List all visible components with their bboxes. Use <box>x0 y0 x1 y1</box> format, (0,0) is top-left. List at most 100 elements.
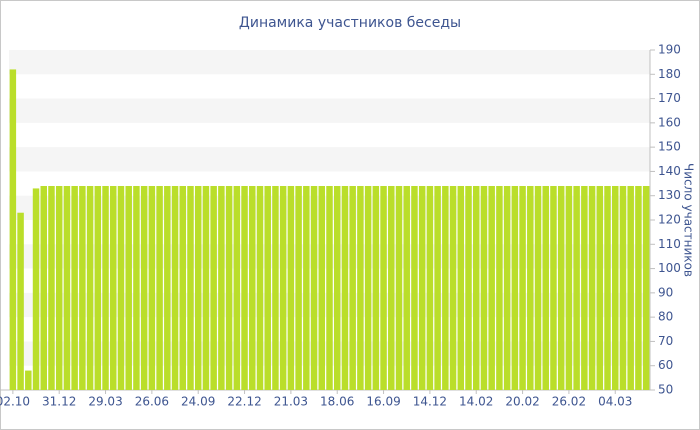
y-tick-label: 150 <box>658 140 681 154</box>
x-tick-label: 04.03 <box>598 395 632 409</box>
y-tick-label: 110 <box>658 237 681 251</box>
bar <box>519 186 526 390</box>
bar <box>233 186 241 390</box>
bar <box>403 186 410 390</box>
bar <box>179 186 187 390</box>
bar <box>480 186 488 390</box>
x-tick-label: 29.03 <box>88 395 122 409</box>
bar <box>642 186 650 390</box>
y-tick-label: 160 <box>658 115 681 129</box>
bar <box>457 186 465 390</box>
bar <box>79 186 86 390</box>
bar <box>527 186 534 390</box>
y-tick-label: 140 <box>658 164 681 178</box>
bar <box>55 186 63 390</box>
bar <box>318 186 326 390</box>
bar <box>164 186 171 390</box>
bar <box>94 186 102 390</box>
y-axis-label: Число участников <box>682 163 696 277</box>
bar <box>380 186 387 390</box>
bar <box>272 186 279 390</box>
bar <box>604 186 611 390</box>
y-tick-label: 120 <box>658 213 681 227</box>
bar <box>202 186 210 390</box>
bar <box>110 186 117 390</box>
bar <box>465 186 472 390</box>
bar <box>125 186 132 390</box>
bar <box>156 186 163 390</box>
bar <box>63 186 71 390</box>
bar <box>287 186 295 390</box>
bar <box>133 186 140 390</box>
x-tick-label: 22.12 <box>227 395 261 409</box>
bar <box>627 186 634 390</box>
bar <box>187 186 194 390</box>
bar <box>25 370 32 390</box>
bar <box>411 186 418 390</box>
bar <box>442 186 449 390</box>
bar <box>9 69 17 390</box>
bar <box>225 186 233 390</box>
bar <box>496 186 503 390</box>
x-tick-label: 14.12 <box>413 395 447 409</box>
bar <box>140 186 148 390</box>
bar <box>364 186 372 390</box>
bar <box>542 186 549 390</box>
bar <box>357 186 364 390</box>
bar <box>565 186 573 390</box>
bar <box>426 186 434 390</box>
bar <box>102 186 109 390</box>
bar <box>488 186 495 390</box>
bar <box>596 186 604 390</box>
bar <box>117 186 125 390</box>
bar <box>326 186 333 390</box>
bar <box>635 186 642 390</box>
bar <box>279 186 287 390</box>
y-tick-label: 80 <box>658 310 673 324</box>
bar <box>534 186 542 390</box>
bar <box>295 186 302 390</box>
bar <box>395 186 403 390</box>
chart-title: Динамика участников беседы <box>239 15 461 31</box>
x-tick-label: 31.12 <box>42 395 76 409</box>
bar <box>17 212 24 390</box>
bar <box>48 186 55 390</box>
bar <box>256 186 264 390</box>
bar <box>503 186 511 390</box>
y-tick-label: 190 <box>658 43 681 57</box>
bar <box>333 186 341 390</box>
bar <box>619 186 627 390</box>
bar <box>241 186 248 390</box>
bar <box>310 186 318 390</box>
bar <box>388 186 395 390</box>
x-tick-label: 16.09 <box>366 395 400 409</box>
bar <box>171 186 179 390</box>
x-tick-label: 20.02 <box>505 395 539 409</box>
bar <box>148 186 156 390</box>
bar <box>434 186 441 390</box>
bar <box>573 186 580 390</box>
bar <box>71 186 78 390</box>
bar <box>303 186 310 390</box>
bar <box>550 186 557 390</box>
bar <box>32 188 40 390</box>
bar <box>418 186 426 390</box>
grid-band <box>9 98 650 123</box>
x-tick-label: 26.02 <box>552 395 586 409</box>
bar <box>249 186 256 390</box>
bar <box>194 186 202 390</box>
bar <box>612 186 619 390</box>
y-tick-label: 170 <box>658 91 681 105</box>
bar <box>472 186 480 390</box>
x-tick-label: 18.06 <box>320 395 354 409</box>
y-tick-label: 180 <box>658 67 681 81</box>
x-tick-label: 14.02 <box>459 395 493 409</box>
y-tick-label: 60 <box>658 358 673 372</box>
bar <box>449 186 457 390</box>
y-tick-label: 130 <box>658 188 681 202</box>
bar <box>557 186 565 390</box>
y-tick-label: 70 <box>658 334 673 348</box>
bar <box>511 186 519 390</box>
